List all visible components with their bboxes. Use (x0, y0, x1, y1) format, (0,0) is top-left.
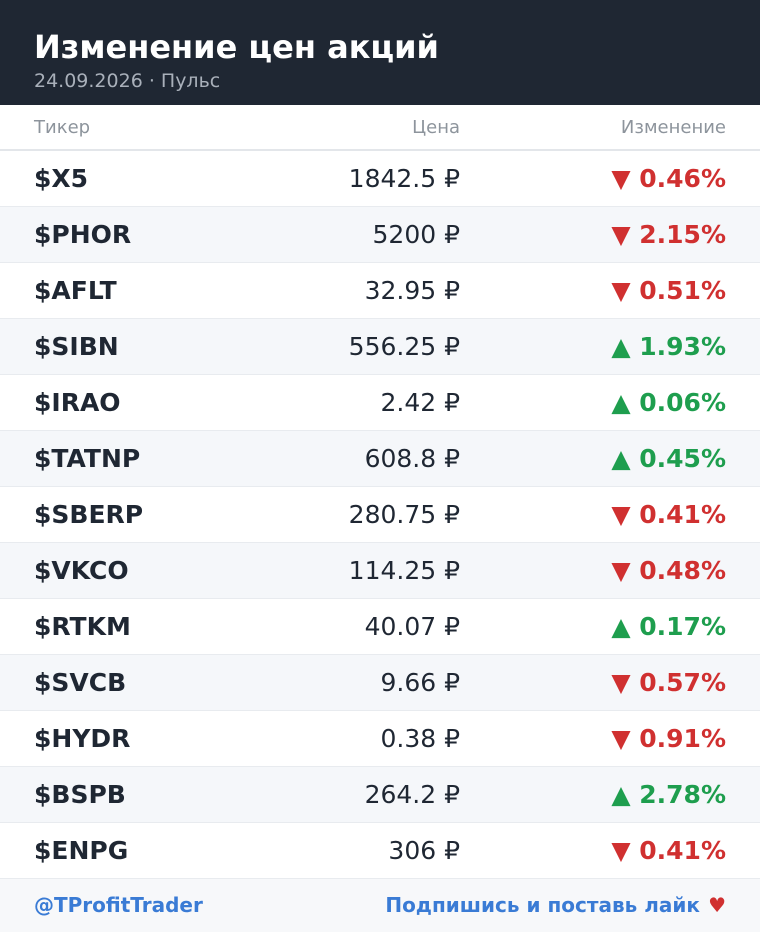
table-row: $SVCB 9.66 ₽ ▼ 0.57% (0, 655, 760, 711)
price: 264.2 ₽ (364, 780, 460, 809)
ticker: $X5 (34, 164, 89, 193)
change: ▼ 2.15% (611, 220, 726, 249)
title: Изменение цен акций (34, 28, 439, 66)
table-row: $SBERP 280.75 ₽ ▼ 0.41% (0, 487, 760, 543)
price: 556.25 ₽ (348, 332, 460, 361)
subtitle: 24.09.2026 · Пульс (34, 70, 221, 92)
ticker: $PHOR (34, 220, 132, 249)
change: ▲ 0.17% (611, 612, 726, 641)
ticker: $HYDR (34, 724, 131, 753)
ticker: $AFLT (34, 276, 117, 305)
change: ▼ 0.91% (611, 724, 726, 753)
price: 0.38 ₽ (380, 724, 460, 753)
column-label: Цена (412, 117, 460, 138)
table-row: $TATNP 608.8 ₽ ▲ 0.45% (0, 431, 760, 487)
table-row: $X5 1842.5 ₽ ▼ 0.46% (0, 151, 760, 207)
table: Тикер Цена Изменение $X5 1842.5 ₽ ▼ 0.46% $PHO… (0, 105, 760, 879)
ticker: $BSPB (34, 780, 126, 809)
price: 2.42 ₽ (380, 388, 460, 417)
ticker: $IRAO (34, 388, 121, 417)
price: 306 ₽ (388, 836, 460, 865)
column-label: Изменение (620, 117, 726, 138)
table-row: $BSPB 264.2 ₽ ▲ 2.78% (0, 767, 760, 823)
table-row: $ENPG 306 ₽ ▼ 0.41% (0, 823, 760, 879)
change: ▲ 0.06% (611, 388, 726, 417)
column-header: Тикер Цена Изменение (0, 105, 760, 151)
ticker: $SIBN (34, 332, 119, 361)
table-row: $SIBN 556.25 ₽ ▲ 1.93% (0, 319, 760, 375)
price: 1842.5 ₽ (348, 164, 460, 193)
ticker: $ENPG (34, 836, 129, 865)
price: 5200 ₽ (372, 220, 460, 249)
table-row: $PHOR 5200 ₽ ▼ 2.15% (0, 207, 760, 263)
ticker: $RTKM (34, 612, 131, 641)
price: 40.07 ₽ (364, 612, 460, 641)
price: 32.95 ₽ (364, 276, 460, 305)
table-row: $IRAO 2.42 ₽ ▲ 0.06% (0, 375, 760, 431)
price: 608.8 ₽ (364, 444, 460, 473)
header: Изменение цен акций 24.09.2026 · Пульс (0, 0, 760, 105)
footer: @TProfitTrader Подпишись и поставь лайк … (0, 879, 760, 932)
ticker: $SBERP (34, 500, 144, 529)
change: ▲ 2.78% (611, 780, 726, 809)
change: ▼ 0.48% (611, 556, 726, 585)
heart: ♥ (708, 893, 726, 917)
ticker: $SVCB (34, 668, 127, 697)
cta: Подпишись и поставь лайк (385, 893, 700, 917)
handle[interactable]: @TProfitTrader (34, 893, 203, 917)
price: 280.75 ₽ (348, 500, 460, 529)
change: ▲ 0.45% (611, 444, 726, 473)
table-row: $VKCO 114.25 ₽ ▼ 0.48% (0, 543, 760, 599)
change: ▼ 0.51% (611, 276, 726, 305)
change: ▼ 0.41% (611, 836, 726, 865)
column-label: Тикер (34, 117, 91, 138)
table-row: $AFLT 32.95 ₽ ▼ 0.51% (0, 263, 760, 319)
change: ▼ 0.41% (611, 500, 726, 529)
ticker: $TATNP (34, 444, 141, 473)
price: 114.25 ₽ (348, 556, 460, 585)
price: 9.66 ₽ (380, 668, 460, 697)
table-row: $RTKM 40.07 ₽ ▲ 0.17% (0, 599, 760, 655)
change: ▲ 1.93% (611, 332, 726, 361)
change: ▼ 0.57% (611, 668, 726, 697)
change: ▼ 0.46% (611, 164, 726, 193)
ticker: $VKCO (34, 556, 129, 585)
table-row: $HYDR 0.38 ₽ ▼ 0.91% (0, 711, 760, 767)
